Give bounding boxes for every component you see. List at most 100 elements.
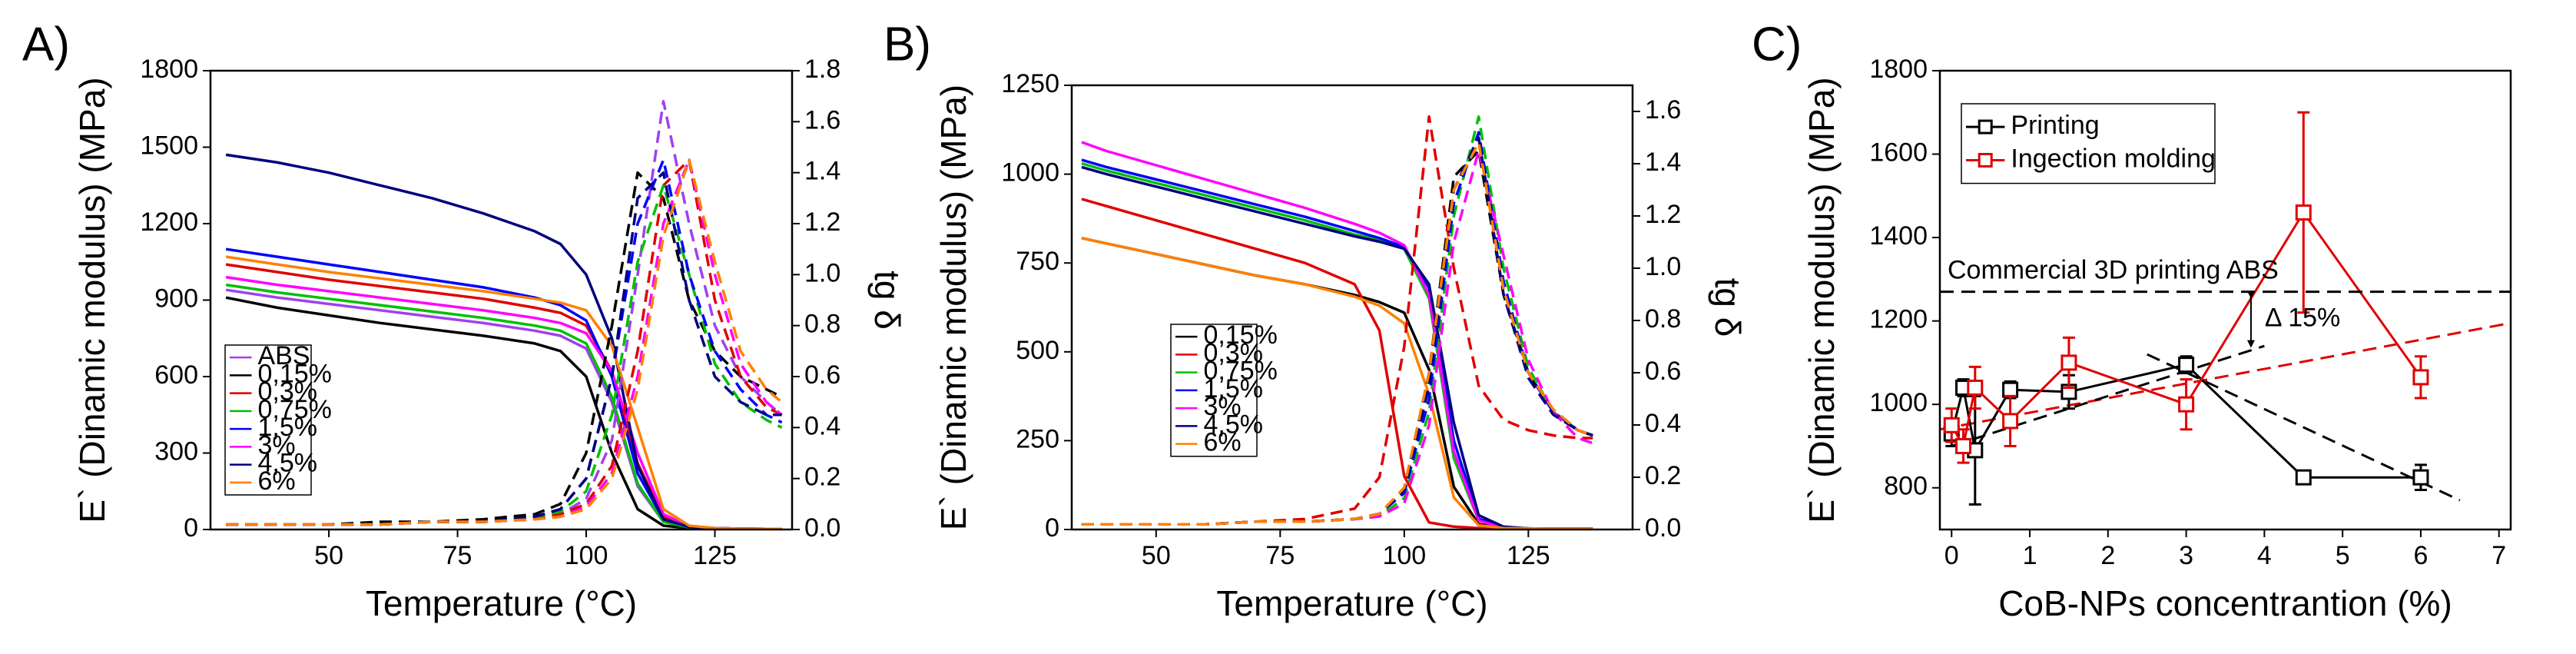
y-tick-label: 800 [1884,472,1928,501]
legend-label: 3% [258,430,296,460]
x-tick-label: 1 [2023,541,2037,570]
annotation: Δ 15% [2265,304,2340,333]
y2-tick-label: 0.2 [1645,461,1681,490]
x-tick-label: 7 [2491,541,2506,570]
legend-label: Printing [2011,111,2099,140]
y2-tick-label: 1.2 [1645,200,1681,229]
x-tick-label: 50 [314,541,343,570]
y2-tick-label: 0.8 [1645,304,1681,334]
legend-label: 0,75% [1204,357,1278,386]
legend-label: 0,3% [258,377,318,407]
tan-delta-line [1081,131,1593,526]
plot-area [225,100,783,530]
fit-line [1951,344,2265,447]
legend-marker [1978,153,1993,168]
marker [2002,413,2019,430]
marker [2295,469,2312,486]
y-tick-label: 900 [154,284,198,313]
y-tick-label: 1200 [1869,305,1928,334]
tan-delta-line [1081,149,1593,526]
y-axis-title: E` (Dinamic modulus) (MPa) [72,77,112,523]
plot-area [1081,115,1593,530]
y-tick-label: 500 [1016,336,1059,365]
x-tick-label: 0 [1944,541,1959,570]
plot-frame [1938,69,2512,531]
legend-label: 0,3% [1204,338,1264,367]
marker [2060,354,2077,371]
y2-tick-label: 1.2 [804,207,840,237]
legend-label: 4,5% [1204,410,1264,439]
x-tick-label: 2 [2100,541,2115,570]
y-tick-label: 300 [154,437,198,466]
y-tick-label: 1800 [140,55,198,84]
y2-axis-title: tg δ [1708,278,1748,337]
y2-axis-title: tg δ [867,271,907,330]
legend-label: 1,5% [1204,374,1264,403]
x-tick-label: 4 [2257,541,2272,570]
y2-tick-label: 1.6 [1645,95,1681,124]
y2-tick-label: 1.0 [804,258,840,287]
legend-box [1961,103,2216,184]
y2-tick-label: 1.8 [804,55,840,84]
tan-delta-line [226,158,783,526]
tan-delta-line [1081,141,1593,526]
y-tick-label: 0 [184,513,198,543]
plot-frame [1070,84,1634,531]
y-axis-title: E` (Dinamic modulus) (MPa) [933,85,973,530]
x-tick-label: 125 [693,541,737,570]
y2-tick-label: 1.0 [1645,252,1681,281]
y-tick-label: 750 [1016,247,1059,276]
legend-label: Ingection molding [2011,144,2216,173]
y-tick-label: 1500 [140,131,198,160]
plot-area [1940,111,2511,506]
y2-tick-label: 1.4 [1645,148,1681,177]
legend-label: 0,75% [258,395,332,424]
y-tick-label: 1200 [140,207,198,237]
y2-tick-label: 0.6 [1645,357,1681,386]
marker [1955,437,1972,454]
y2-tick-label: 0.8 [804,310,840,339]
marker [2295,204,2312,221]
y-tick-label: 1250 [1001,69,1059,98]
legend-label: 1,5% [258,413,318,442]
legend-label: 0,15% [1204,320,1278,350]
fit-line [2147,353,2461,502]
y2-tick-label: 0.2 [804,463,840,492]
x-tick-label: 50 [1142,541,1171,570]
y2-tick-label: 0.0 [1645,513,1681,543]
marker [1967,379,1984,396]
series-line [1081,237,1593,530]
panel-label: C) [1752,18,1802,71]
x-tick-label: 5 [2336,541,2350,570]
series-line [1950,211,2422,447]
plot-frame [209,69,794,531]
y2-tick-label: 0.0 [804,513,840,543]
series-line [1081,237,1593,530]
reference-label: Commercial 3D printing ABS [1948,256,2279,285]
legend-label: ABS [258,341,310,370]
marker [2412,469,2429,486]
series-line [1081,198,1593,530]
y-axis-title: E` (Dinamic modulus) (MPa) [1802,77,1842,523]
x-tick-label: 6 [2413,541,2428,570]
x-tick-label: 100 [1382,541,1426,570]
y2-tick-label: 1.6 [804,105,840,134]
marker [2178,357,2195,373]
x-axis-title: Temperature (°C) [1216,583,1487,623]
panel-label: B) [884,18,931,71]
legend-label: 6% [258,466,296,496]
y-tick-label: 0 [1045,513,1059,543]
x-tick-label: 125 [1507,541,1550,570]
y-tick-label: 1000 [1869,388,1928,417]
legend-label: 6% [1204,428,1242,457]
tan-delta-line [1081,149,1593,526]
marker [1943,417,1960,433]
legend-box [224,344,312,496]
x-tick-label: 75 [1265,541,1295,570]
x-axis-title: Temperature (°C) [366,583,637,623]
x-tick-label: 100 [565,541,608,570]
legend-label: 4,5% [258,449,318,478]
series-line [1081,158,1593,530]
legend-label: 3% [1204,392,1242,421]
